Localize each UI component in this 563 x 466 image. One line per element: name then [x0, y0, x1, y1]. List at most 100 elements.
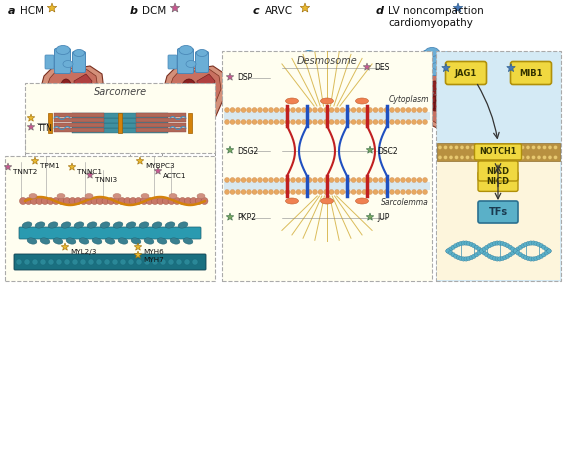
Circle shape [296, 119, 301, 124]
Circle shape [495, 257, 499, 261]
FancyBboxPatch shape [437, 161, 560, 280]
Circle shape [390, 119, 395, 124]
Circle shape [480, 249, 484, 253]
Circle shape [146, 198, 153, 205]
FancyBboxPatch shape [25, 83, 215, 153]
Circle shape [510, 155, 513, 159]
Circle shape [24, 259, 30, 265]
Circle shape [490, 255, 494, 260]
Circle shape [521, 244, 525, 248]
Circle shape [417, 108, 422, 112]
Circle shape [526, 145, 530, 150]
Circle shape [269, 178, 274, 183]
Polygon shape [163, 66, 227, 128]
Text: ARVC: ARVC [265, 6, 293, 16]
Circle shape [307, 178, 312, 183]
Text: ACTC1: ACTC1 [163, 173, 186, 179]
Circle shape [334, 108, 339, 112]
Ellipse shape [303, 84, 321, 114]
Circle shape [476, 155, 480, 159]
Ellipse shape [79, 238, 89, 244]
Text: DSG2: DSG2 [237, 146, 258, 156]
Circle shape [257, 119, 262, 124]
Polygon shape [300, 3, 310, 12]
Circle shape [346, 178, 351, 183]
Circle shape [384, 178, 389, 183]
Circle shape [346, 190, 351, 194]
Circle shape [543, 155, 547, 159]
Circle shape [472, 254, 476, 259]
Circle shape [464, 257, 468, 261]
Circle shape [324, 190, 328, 194]
Circle shape [179, 198, 186, 205]
Circle shape [449, 145, 453, 150]
Circle shape [104, 259, 110, 265]
Circle shape [438, 145, 442, 150]
Ellipse shape [320, 198, 333, 204]
FancyBboxPatch shape [55, 48, 70, 74]
Circle shape [56, 259, 62, 265]
Circle shape [412, 190, 417, 194]
Text: TFs: TFs [489, 207, 508, 217]
Circle shape [124, 198, 131, 205]
Circle shape [296, 108, 301, 112]
FancyBboxPatch shape [511, 62, 552, 84]
Circle shape [324, 119, 328, 124]
Circle shape [474, 245, 479, 249]
Text: b: b [130, 6, 138, 16]
Polygon shape [47, 3, 57, 12]
Circle shape [498, 257, 502, 261]
Circle shape [454, 254, 458, 259]
Circle shape [136, 259, 142, 265]
Circle shape [476, 145, 480, 150]
Circle shape [417, 178, 422, 183]
Circle shape [466, 155, 470, 159]
Circle shape [488, 145, 491, 150]
Circle shape [25, 198, 32, 205]
Circle shape [302, 190, 306, 194]
Circle shape [329, 108, 334, 112]
Circle shape [307, 108, 312, 112]
Circle shape [471, 145, 475, 150]
Circle shape [448, 247, 453, 251]
Circle shape [225, 119, 230, 124]
Ellipse shape [118, 238, 128, 244]
Circle shape [454, 244, 458, 248]
Circle shape [252, 108, 257, 112]
Polygon shape [443, 76, 461, 103]
Circle shape [493, 256, 497, 260]
Ellipse shape [59, 79, 73, 109]
Circle shape [340, 108, 345, 112]
Ellipse shape [74, 49, 84, 56]
FancyBboxPatch shape [222, 51, 432, 281]
Circle shape [544, 247, 548, 251]
Circle shape [274, 178, 279, 183]
Polygon shape [286, 71, 350, 133]
Circle shape [263, 108, 268, 112]
Circle shape [454, 155, 458, 159]
Circle shape [537, 255, 541, 260]
Circle shape [378, 108, 383, 112]
Circle shape [519, 253, 522, 257]
Circle shape [537, 242, 541, 247]
Circle shape [285, 119, 290, 124]
Polygon shape [40, 66, 104, 128]
Ellipse shape [327, 80, 349, 106]
Circle shape [296, 190, 301, 194]
Circle shape [417, 119, 422, 124]
Ellipse shape [66, 238, 76, 244]
Circle shape [263, 119, 268, 124]
Ellipse shape [22, 222, 32, 228]
Ellipse shape [131, 238, 141, 244]
Circle shape [152, 259, 158, 265]
Circle shape [230, 108, 235, 112]
FancyBboxPatch shape [136, 118, 186, 122]
Circle shape [400, 178, 405, 183]
FancyBboxPatch shape [48, 113, 52, 133]
Circle shape [279, 108, 284, 112]
Polygon shape [154, 167, 162, 174]
Circle shape [163, 198, 169, 205]
FancyBboxPatch shape [414, 57, 423, 71]
Circle shape [490, 242, 494, 247]
Circle shape [456, 255, 461, 260]
